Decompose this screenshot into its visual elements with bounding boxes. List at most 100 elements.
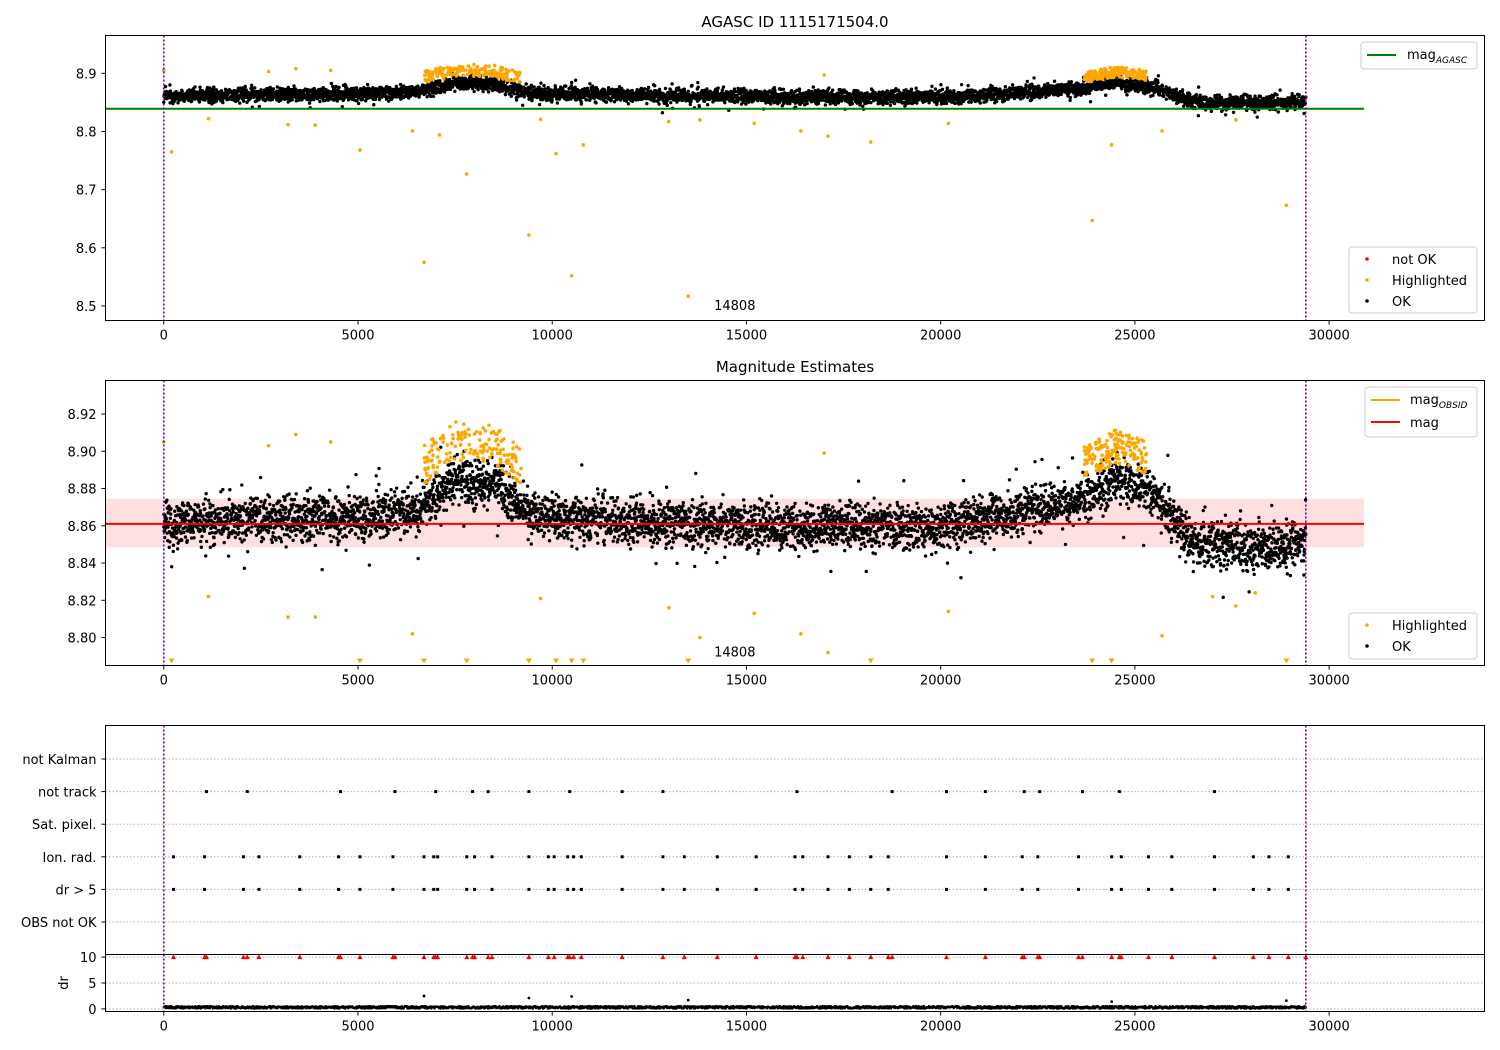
- ok-point: [1160, 84, 1165, 89]
- ok-point: [573, 78, 578, 82]
- ok-point: [292, 84, 296, 88]
- ok-point: [944, 101, 949, 106]
- ok-point: [450, 85, 455, 89]
- ok-point: [823, 103, 828, 107]
- ok-point: [472, 89, 476, 94]
- ok-point: [1255, 115, 1259, 119]
- ok-point: [259, 88, 263, 92]
- ok-point: [569, 80, 574, 85]
- ok-point: [1024, 86, 1028, 90]
- ok-point: [604, 100, 609, 104]
- ok-point: [241, 87, 246, 91]
- ok-point: [1196, 114, 1201, 118]
- ok-point: [969, 100, 973, 104]
- ok-point: [909, 87, 914, 91]
- ok-point: [885, 101, 890, 106]
- ok-point: [626, 102, 631, 106]
- ok-point: [564, 84, 568, 88]
- ok-point: [915, 101, 919, 105]
- ok-point: [959, 82, 964, 87]
- ok-point: [1032, 76, 1036, 80]
- ok-point: [663, 86, 668, 91]
- ok-point: [307, 101, 312, 105]
- ok-point: [892, 101, 897, 106]
- ok-point: [773, 88, 777, 92]
- ok-point: [660, 111, 665, 115]
- ok-point: [1194, 93, 1199, 97]
- ok-point: [966, 83, 970, 88]
- ok-point: [830, 88, 835, 92]
- ok-point: [243, 84, 247, 89]
- ok-point: [542, 83, 546, 88]
- ok-point: [744, 88, 748, 93]
- ok-point: [585, 86, 590, 90]
- ok-point: [705, 103, 710, 107]
- ok-point: [705, 87, 709, 91]
- ok-point: [290, 98, 294, 102]
- ok-point: [438, 79, 442, 83]
- ok-point: [1231, 110, 1236, 115]
- ok-point: [555, 101, 560, 105]
- ok-point: [550, 98, 554, 103]
- ok-point: [939, 83, 943, 87]
- ok-point: [221, 100, 225, 105]
- ok-point: [688, 102, 693, 107]
- ok-point: [888, 103, 893, 107]
- ok-point: [1003, 85, 1008, 89]
- ok-point: [1068, 95, 1073, 100]
- ok-point: [212, 85, 216, 89]
- ok-point: [1003, 97, 1007, 102]
- ok-point: [522, 85, 526, 89]
- ok-point: [1156, 80, 1160, 85]
- ok-point: [453, 89, 457, 94]
- ok-point: [197, 100, 202, 104]
- ok-point: [1174, 87, 1179, 91]
- ok-point: [355, 98, 359, 103]
- ok-point: [1069, 79, 1074, 84]
- ok-point: [850, 102, 855, 106]
- ok-point: [995, 99, 999, 104]
- ok-point: [1198, 93, 1202, 97]
- ok-point: [356, 101, 361, 106]
- panel1-ok-points: [162, 70, 1308, 119]
- ok-point: [579, 102, 584, 106]
- ok-point: [588, 82, 592, 86]
- ok-point: [176, 101, 180, 105]
- ok-point: [953, 101, 957, 106]
- ok-point: [431, 94, 436, 99]
- ok-point: [669, 100, 673, 105]
- ok-point: [253, 86, 257, 90]
- ok-point: [481, 89, 485, 94]
- ok-point: [1161, 94, 1166, 99]
- ok-point: [781, 87, 786, 92]
- ok-point: [238, 86, 242, 90]
- ok-point: [1151, 93, 1155, 98]
- ok-point: [1024, 83, 1028, 87]
- ok-point: [1180, 88, 1185, 92]
- ok-point: [1164, 97, 1169, 101]
- ok-point: [219, 89, 224, 94]
- ok-point: [1125, 93, 1129, 97]
- ok-point: [521, 103, 525, 107]
- ok-point: [1219, 95, 1224, 100]
- ok-point: [365, 82, 370, 87]
- ok-point: [329, 81, 334, 86]
- ok-point: [275, 85, 280, 89]
- ok-point: [271, 87, 276, 91]
- ok-point: [744, 102, 748, 106]
- ok-point: [827, 86, 831, 90]
- ok-point: [1223, 113, 1228, 117]
- ok-point: [630, 88, 635, 93]
- ok-point: [238, 101, 242, 105]
- ok-point: [869, 100, 873, 105]
- ok-point: [690, 83, 694, 88]
- ok-point: [162, 100, 166, 104]
- ok-point: [665, 103, 669, 108]
- ok-point: [1010, 83, 1015, 87]
- ok-point: [198, 85, 202, 89]
- ok-point: [318, 99, 322, 104]
- ok-point: [858, 101, 863, 106]
- ok-point: [486, 90, 491, 94]
- ok-point: [189, 99, 194, 103]
- ok-point: [686, 89, 691, 93]
